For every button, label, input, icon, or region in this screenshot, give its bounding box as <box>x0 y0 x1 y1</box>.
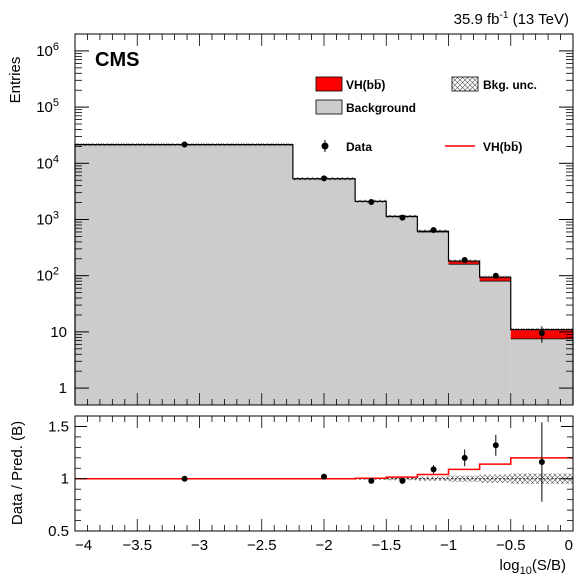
data-point <box>430 227 437 234</box>
data-point <box>368 198 375 205</box>
data-point <box>399 214 406 221</box>
ratio-signal-line <box>75 457 573 480</box>
background-bar <box>75 144 293 405</box>
legend-entry-signal-fill: VH(bb̅) <box>315 76 385 92</box>
ratio-data-point <box>538 459 545 465</box>
ratio-data-point <box>368 477 375 484</box>
legend-label-data: Data <box>346 140 372 154</box>
legend-label-bkg-unc: Bkg. unc. <box>483 78 537 92</box>
ratio-x-tick-label: −1.5 <box>371 537 401 554</box>
ratio-x-title: log10(S/B) <box>500 557 566 577</box>
ratio-y-tick-label: 1 <box>61 471 69 488</box>
main-y-tick-label: 102 <box>36 266 59 285</box>
stack-outline <box>74 144 574 405</box>
legend-entry-signal-line: VH(bb̅) <box>445 140 522 154</box>
data-point <box>321 175 327 182</box>
ratio-y-title: Data / Pred. (B) <box>9 421 26 525</box>
ratio-x-tick-label: 0 <box>565 537 573 554</box>
ratio-unc-band <box>448 475 480 482</box>
ratio-y-tick-label: 0.5 <box>48 523 69 540</box>
ratio-x-tick-label: −4 <box>75 537 92 554</box>
ratio-data-point <box>461 454 468 461</box>
main-y-title: Entries <box>7 57 24 104</box>
ratio-y-tick-label: 1.5 <box>48 418 69 435</box>
background-bar <box>355 201 387 405</box>
main-panel: 1 10 102 103 104 105 106 Entries CMS <box>7 33 574 406</box>
cms-label: CMS <box>95 49 139 71</box>
ratio-x-tick-label: −3 <box>191 537 208 554</box>
ratio-x-tick-label: −1 <box>440 537 457 554</box>
legend-label-signal-line: VH(bb̅) <box>483 140 522 154</box>
background-bar <box>292 178 356 405</box>
legend-label-background: Background <box>346 101 416 115</box>
data-point <box>461 257 468 264</box>
ratio-data-point <box>430 466 437 473</box>
ratio-unc-band <box>479 474 511 483</box>
ratio-data-point <box>181 475 188 482</box>
legend-entry-background: Background <box>315 99 416 115</box>
main-y-tick-label: 1 <box>59 380 67 397</box>
main-y-tick-label: 106 <box>36 41 59 60</box>
data-point <box>492 272 499 279</box>
data-point <box>538 330 545 337</box>
ratio-data-point <box>399 477 406 484</box>
ratio-data-point <box>492 442 499 449</box>
main-y-tick-label: 104 <box>36 153 59 172</box>
ratio-x-tick-label: −3.5 <box>122 537 152 554</box>
legend: Data VH(bb̅) VH(bb̅) Bkg. unc. Backgroun… <box>315 76 537 154</box>
background-bar <box>448 264 480 405</box>
signal-bar <box>479 277 511 282</box>
ratio-x-tick-label: −2 <box>315 537 332 554</box>
ratio-x-tick-label: −2.5 <box>247 537 277 554</box>
ratio-x-tick-label: −0.5 <box>496 537 526 554</box>
main-y-tick-label: 103 <box>36 210 59 229</box>
ratio-data-point <box>321 473 327 480</box>
main-y-tick-label: 10 <box>50 324 67 341</box>
ratio-frame <box>74 415 574 532</box>
background-bar <box>479 281 511 405</box>
legend-entry-data: Data <box>321 140 372 154</box>
ratio-panel: 0.5 1 1.5 −4 −3.5 −3 −2.5 −2 −1.5 −1 −0.5 0 Data / … <box>9 415 574 577</box>
lumi-label: 35.9 fb-1 (13 TeV) <box>454 10 569 28</box>
ratio-unc-band <box>417 476 449 481</box>
legend-label-signal-fill: VH(bb̅) <box>346 78 385 92</box>
background-bar <box>417 231 449 405</box>
main-y-tick-label: 105 <box>36 97 59 116</box>
background-bar <box>386 216 418 405</box>
data-point <box>181 141 188 148</box>
background-bar <box>510 338 573 405</box>
legend-entry-bkg-unc: Bkg. unc. <box>451 76 537 92</box>
